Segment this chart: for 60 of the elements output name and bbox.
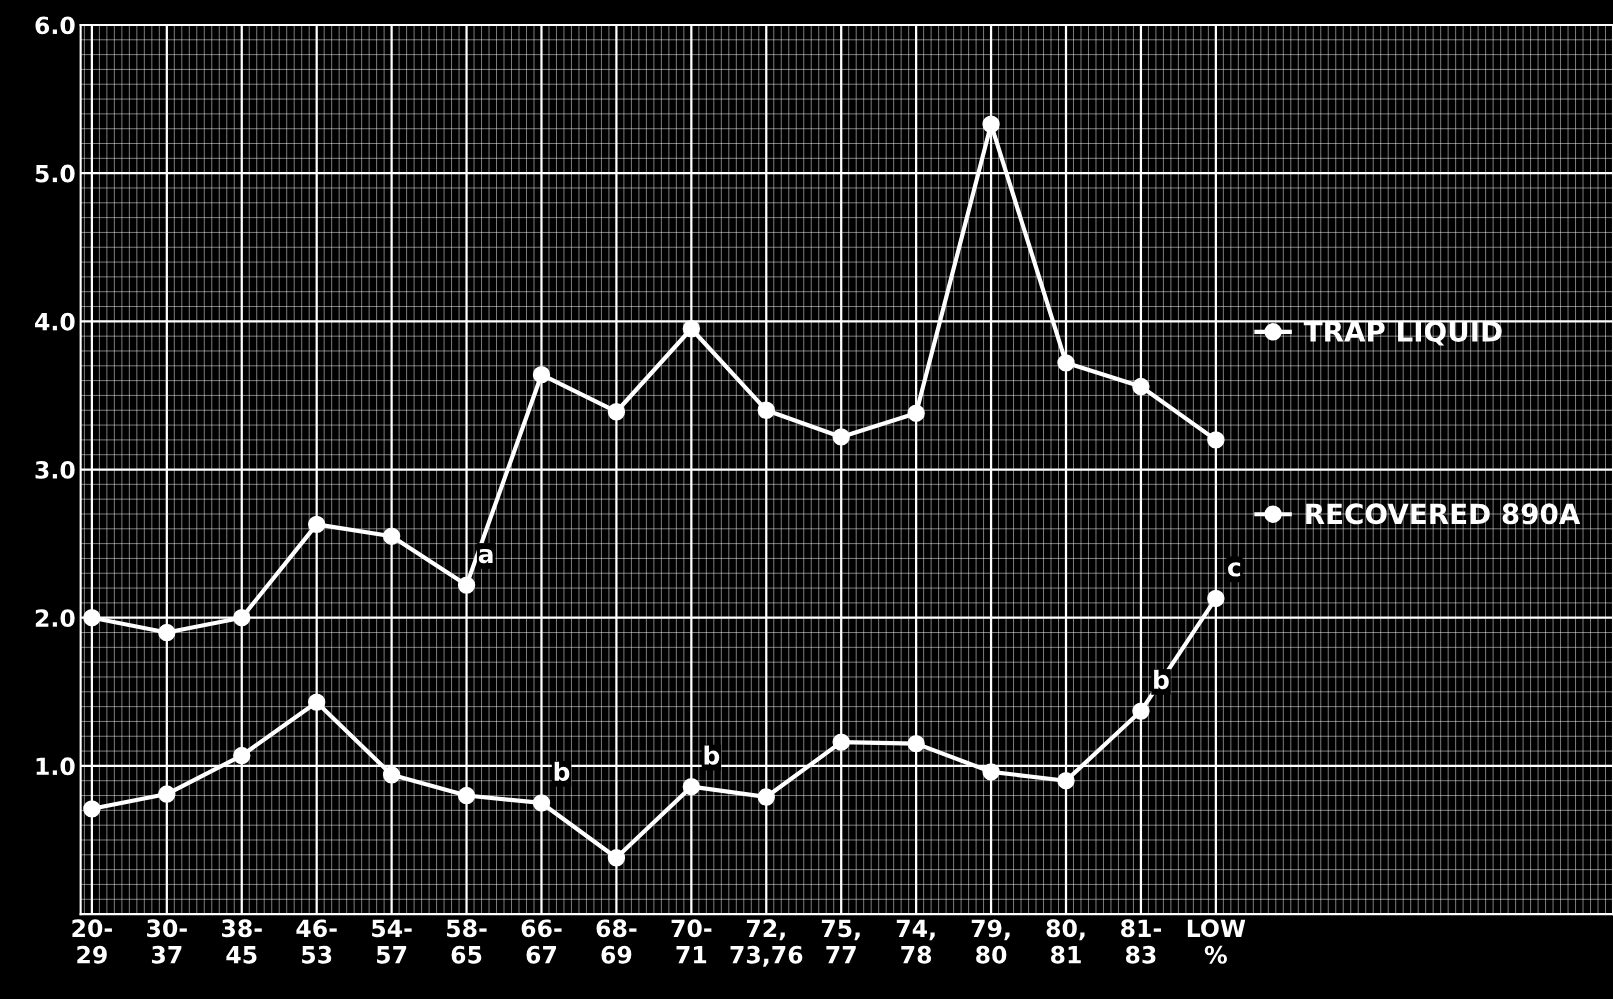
x-tick-label: 80, 81	[1046, 919, 1085, 964]
point	[233, 609, 251, 627]
x-tick-label: 38- 45	[222, 919, 262, 964]
point	[382, 766, 401, 784]
x-tick-label: 79, 80	[971, 919, 1010, 964]
point	[158, 623, 176, 642]
annotation: b	[1154, 669, 1169, 690]
point	[982, 763, 1000, 781]
x-tick-label: 74, 78	[896, 919, 935, 964]
x-tick-label: LOW %	[1187, 919, 1246, 964]
point	[907, 404, 925, 422]
point	[457, 576, 476, 594]
annotation: b	[704, 745, 720, 765]
point	[682, 320, 701, 338]
x-tick-label: 81- 83	[1121, 919, 1161, 964]
x-tick-label: 68- 69	[596, 919, 637, 964]
point	[757, 788, 775, 806]
point	[158, 785, 176, 803]
point	[233, 746, 251, 765]
point	[607, 849, 626, 867]
point	[1057, 354, 1075, 372]
point	[83, 800, 101, 818]
point	[83, 609, 101, 627]
point	[308, 515, 326, 534]
point	[1207, 431, 1225, 449]
point	[532, 366, 551, 384]
point	[907, 734, 925, 753]
point	[682, 777, 701, 796]
point	[982, 115, 1000, 133]
point	[308, 693, 326, 711]
point	[1207, 589, 1225, 608]
annotation: c	[1228, 562, 1241, 577]
point	[832, 733, 850, 751]
point	[832, 428, 850, 446]
point	[1132, 702, 1150, 720]
y-tick-label: 2.0	[35, 609, 75, 628]
annotation: a	[478, 548, 493, 564]
annotation: b	[554, 761, 570, 782]
x-tick-label: 30- 37	[147, 919, 187, 964]
point	[532, 794, 551, 812]
y-tick-label: 1.0	[36, 757, 75, 776]
y-tick-label: 3.0	[35, 460, 75, 479]
x-tick-label: 72, 73,76	[730, 919, 803, 967]
point	[1057, 772, 1075, 790]
y-tick-label: 4.0	[35, 312, 75, 331]
legend-label: RECOVERED 890A	[1306, 503, 1581, 525]
x-tick-label: 66- 67	[521, 919, 562, 964]
x-tick-label: 54- 57	[372, 919, 412, 964]
x-tick-label: 75, 77	[821, 919, 860, 964]
x-tick-label: 58- 65	[447, 919, 487, 964]
point	[457, 786, 476, 805]
point	[382, 527, 401, 545]
point	[757, 401, 775, 419]
y-tick-label: 6.0	[35, 16, 75, 35]
x-tick-label: 20- 29	[72, 919, 112, 964]
x-tick-label: 46- 53	[296, 919, 337, 964]
point	[607, 403, 626, 421]
point	[1132, 377, 1150, 396]
x-tick-label: 70- 71	[671, 919, 712, 964]
y-tick-label: 5.0	[35, 164, 75, 183]
